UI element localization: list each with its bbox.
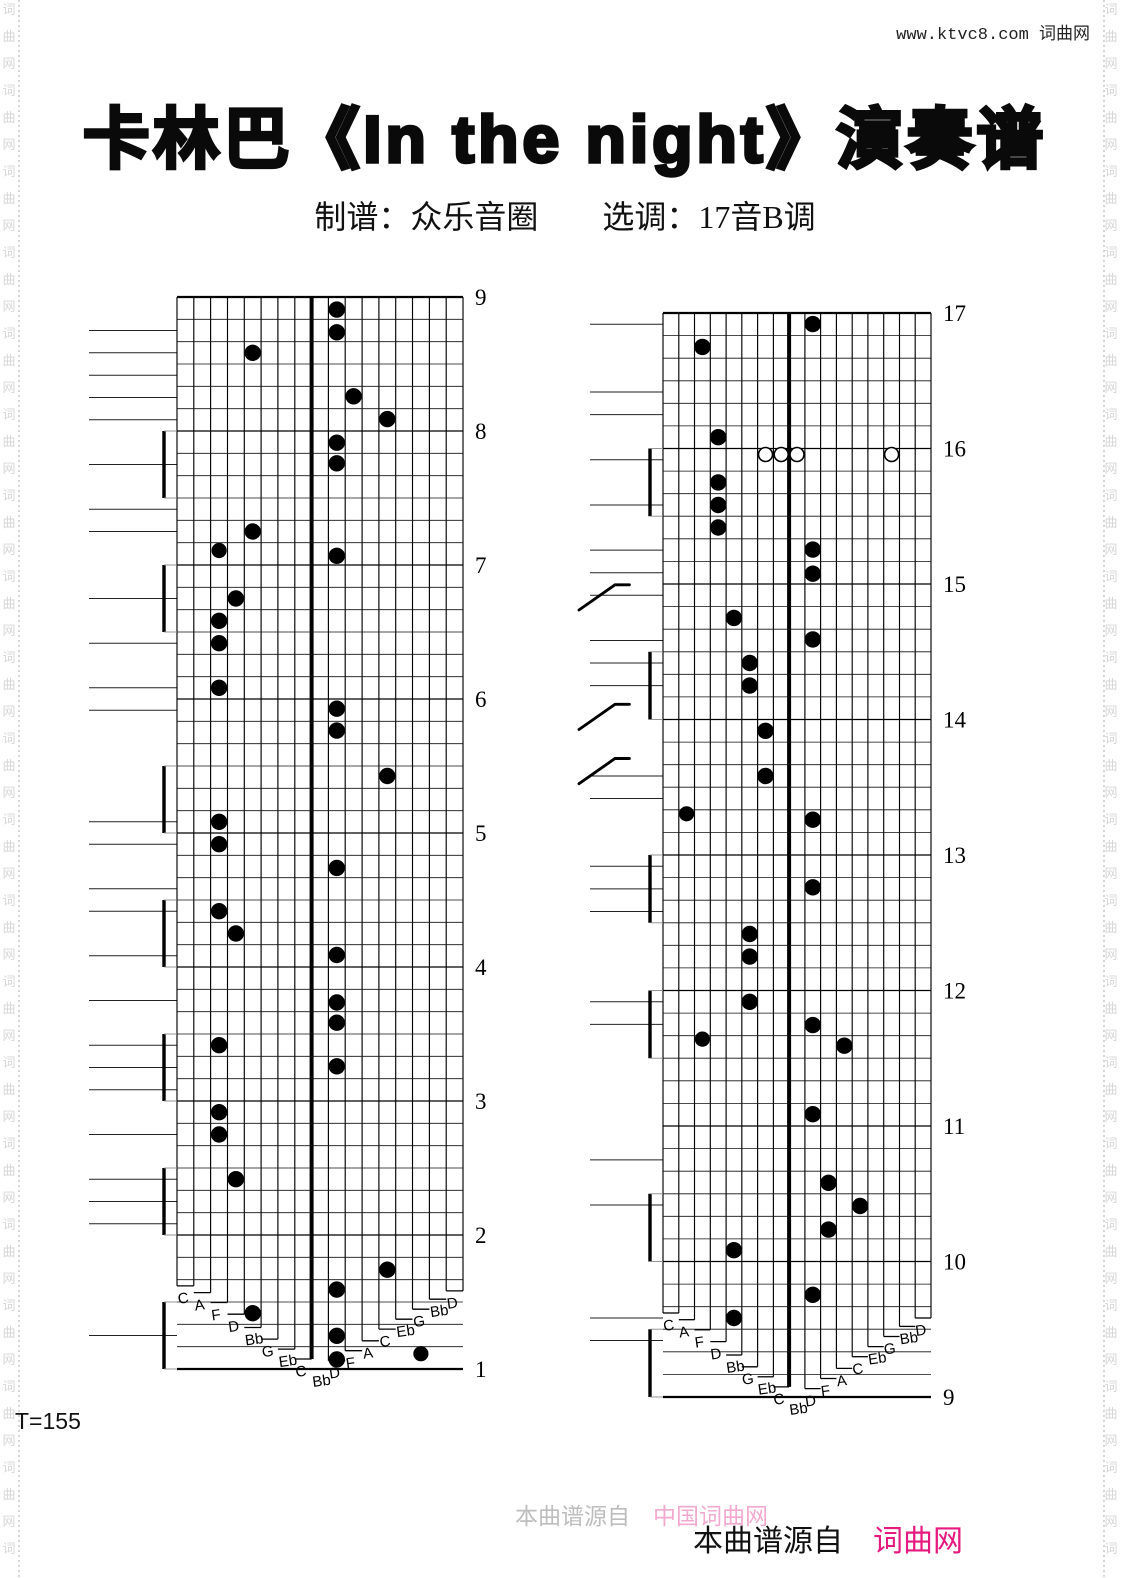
svg-text:7: 7 (475, 553, 487, 578)
svg-text:G: G (741, 1370, 755, 1388)
svg-text:F: F (210, 1306, 221, 1324)
svg-text:2: 2 (475, 1223, 487, 1248)
svg-text:14: 14 (943, 708, 967, 733)
svg-text:8: 8 (475, 419, 487, 444)
svg-text:17: 17 (943, 301, 966, 326)
svg-text:13: 13 (943, 843, 966, 868)
svg-text:D: D (914, 1322, 927, 1340)
svg-text:F: F (345, 1355, 356, 1373)
svg-text:3: 3 (475, 1089, 487, 1114)
svg-text:C: C (772, 1390, 785, 1408)
svg-text:F: F (694, 1334, 705, 1352)
svg-text:D: D (227, 1318, 240, 1336)
svg-text:10: 10 (943, 1250, 966, 1275)
svg-text:G: G (412, 1313, 426, 1331)
svg-text:9: 9 (475, 285, 487, 310)
svg-text:15: 15 (943, 572, 966, 597)
svg-text:16: 16 (943, 437, 966, 462)
svg-text:4: 4 (475, 955, 487, 980)
svg-text:11: 11 (943, 1114, 965, 1139)
svg-text:A: A (362, 1345, 374, 1363)
svg-text:C: C (851, 1360, 864, 1378)
svg-text:C: C (662, 1317, 675, 1335)
svg-text:C: C (177, 1289, 190, 1307)
svg-text:A: A (678, 1323, 690, 1341)
svg-text:D: D (709, 1345, 722, 1363)
svg-text:9: 9 (943, 1385, 955, 1410)
svg-text:D: D (446, 1294, 459, 1312)
svg-text:F: F (820, 1382, 831, 1400)
svg-text:A: A (836, 1372, 848, 1390)
svg-text:5: 5 (475, 821, 487, 846)
svg-text:D: D (804, 1392, 817, 1410)
svg-text:C: C (294, 1363, 307, 1381)
svg-text:G: G (261, 1343, 275, 1361)
svg-text:A: A (193, 1296, 205, 1314)
svg-text:12: 12 (943, 979, 966, 1004)
svg-text:1: 1 (475, 1357, 487, 1382)
svg-text:C: C (379, 1333, 392, 1351)
svg-text:6: 6 (475, 687, 487, 712)
svg-text:G: G (883, 1340, 897, 1358)
